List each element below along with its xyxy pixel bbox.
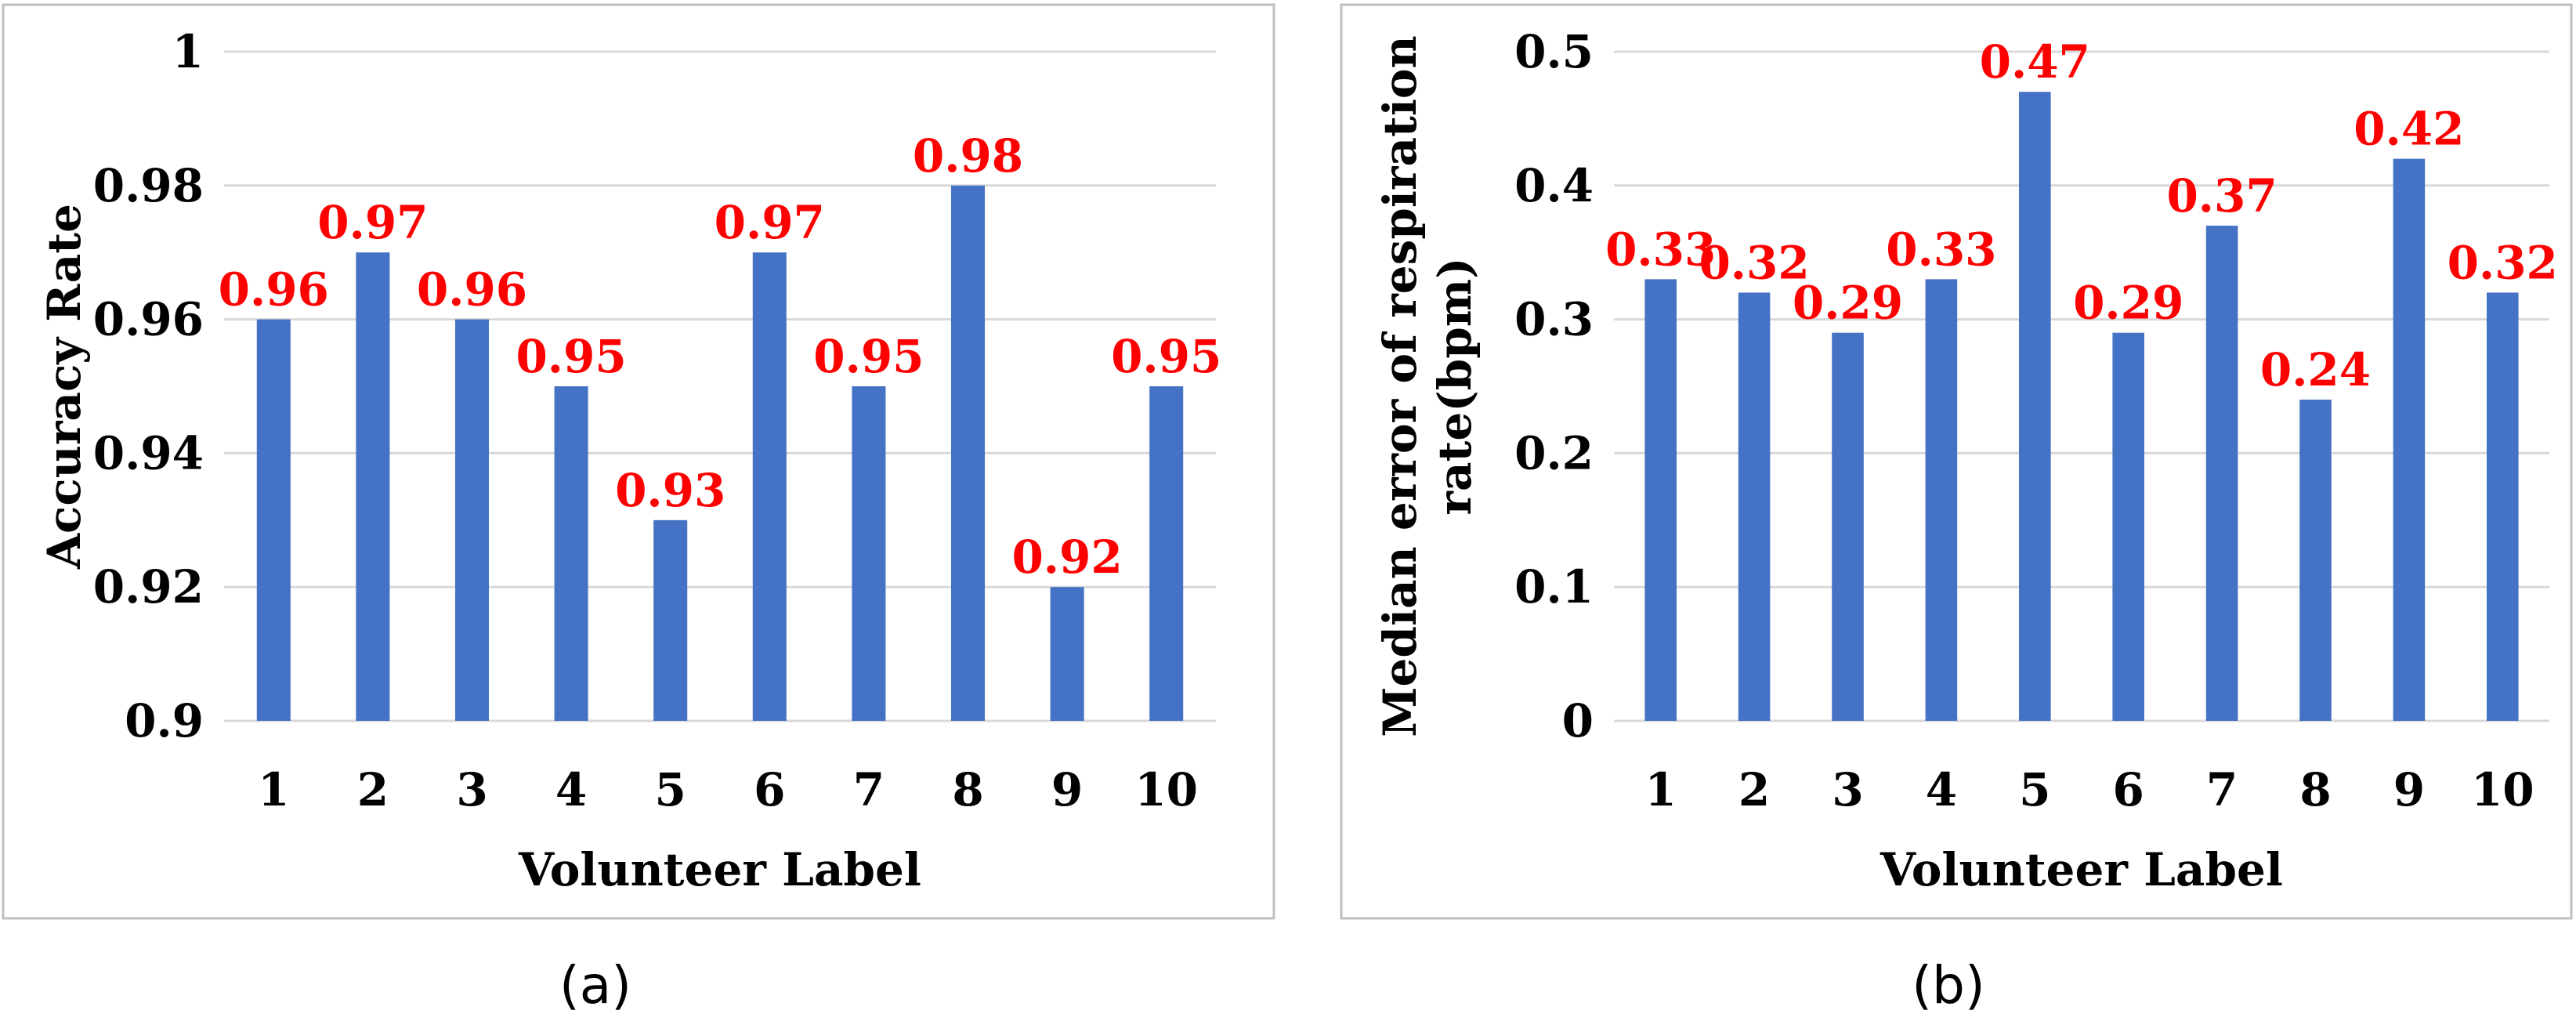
bar (653, 519, 688, 721)
x-tick-label: 5 (2019, 763, 2050, 816)
data-label: 0.33 (1605, 223, 1716, 276)
data-label: 0.24 (2260, 343, 2371, 396)
x-tick-label: 8 (2299, 763, 2331, 816)
bar (1832, 332, 1864, 721)
panel-caption: (a) (559, 955, 631, 1015)
chart-panel-a: 0.9 0.92 0.94 0.96 0.98 1 0.96 1 0.97 2 0.96 3 0.95 4… (2, 3, 1275, 1015)
y-tick-label: 0.94 (93, 426, 204, 480)
x-tick-label: 10 (2471, 763, 2534, 816)
x-tick-label: 1 (1645, 763, 1677, 816)
y-tick-label: 0.92 (93, 560, 204, 614)
x-tick-label: 4 (1926, 763, 1957, 816)
y-tick-label: 0.2 (1514, 426, 1594, 480)
data-label: 0.97 (715, 196, 825, 249)
y-tick-label: 0.5 (1514, 25, 1594, 78)
bar (2112, 332, 2144, 721)
x-tick-label: 2 (1738, 763, 1770, 816)
chart-panel-b: 0 0.1 0.2 0.3 0.4 0.5 0.33 1 0.32 2 0.29 3 0.33 4 0.47… (1340, 3, 2573, 1015)
chart-frame (2, 3, 1275, 920)
bar (356, 252, 390, 721)
data-label: 0.29 (2073, 277, 2183, 330)
data-label: 0.95 (1111, 330, 1221, 383)
x-tick-label: 8 (952, 763, 983, 816)
bar (1149, 386, 1184, 721)
x-tick-label: 6 (2113, 763, 2144, 816)
y-tick-label: 0.4 (1514, 159, 1594, 212)
bar (1738, 292, 1771, 721)
bar (1644, 279, 1677, 721)
x-tick-label: 9 (1051, 763, 1083, 816)
bar (2205, 226, 2238, 721)
x-tick-label: 3 (1832, 763, 1863, 816)
data-label: 0.29 (1793, 277, 1903, 330)
data-label: 0.33 (1886, 223, 1996, 276)
x-tick-label: 1 (258, 763, 289, 816)
x-tick-label: 7 (853, 763, 885, 816)
data-label: 0.96 (417, 263, 527, 317)
y-axis-title: rate(bpm) (1428, 257, 1482, 515)
x-axis-title: Volunteer Label (518, 843, 921, 896)
x-tick-label: 10 (1134, 763, 1198, 816)
data-label: 0.98 (913, 129, 1023, 183)
data-label: 0.32 (2448, 236, 2558, 289)
y-tick-label: 1 (172, 25, 204, 78)
data-label: 0.95 (516, 330, 626, 383)
x-axis-title: Volunteer Label (1880, 843, 2283, 896)
bar (2487, 292, 2519, 721)
bar (454, 319, 490, 722)
bar (256, 319, 291, 722)
y-tick-label: 0.98 (93, 159, 204, 212)
x-tick-label: 9 (2393, 763, 2425, 816)
data-label: 0.96 (219, 263, 329, 317)
bar (554, 386, 588, 721)
bar (2299, 400, 2332, 721)
y-tick-label: 0.96 (93, 293, 204, 346)
data-label: 0.93 (615, 464, 725, 517)
bar (1925, 279, 1958, 721)
data-label: 0.32 (1699, 236, 1809, 289)
bar (2393, 158, 2426, 721)
bar (852, 386, 886, 721)
x-tick-label: 6 (754, 763, 785, 816)
bar (752, 252, 787, 721)
data-label: 0.95 (813, 330, 924, 383)
y-axis-title: Median error of respiration (1373, 35, 1427, 737)
y-axis-title: Accuracy Rate (38, 204, 91, 570)
x-tick-label: 2 (357, 763, 389, 816)
data-label: 0.97 (317, 196, 428, 249)
y-tick-label: 0.3 (1514, 293, 1594, 346)
data-label: 0.92 (1011, 530, 1122, 584)
panel-caption: (b) (1912, 955, 1984, 1015)
x-tick-label: 3 (456, 763, 487, 816)
data-label: 0.47 (1980, 35, 2090, 89)
bar (950, 185, 986, 722)
x-tick-label: 4 (555, 763, 587, 816)
x-tick-label: 5 (655, 763, 686, 816)
data-label: 0.37 (2166, 169, 2277, 223)
data-label: 0.42 (2353, 103, 2464, 156)
y-tick-label: 0 (1562, 694, 1594, 747)
bar (2019, 92, 2051, 722)
x-tick-label: 7 (2206, 763, 2238, 816)
bar (1050, 587, 1084, 721)
y-tick-label: 0.9 (125, 694, 204, 747)
y-tick-label: 0.1 (1514, 560, 1594, 614)
